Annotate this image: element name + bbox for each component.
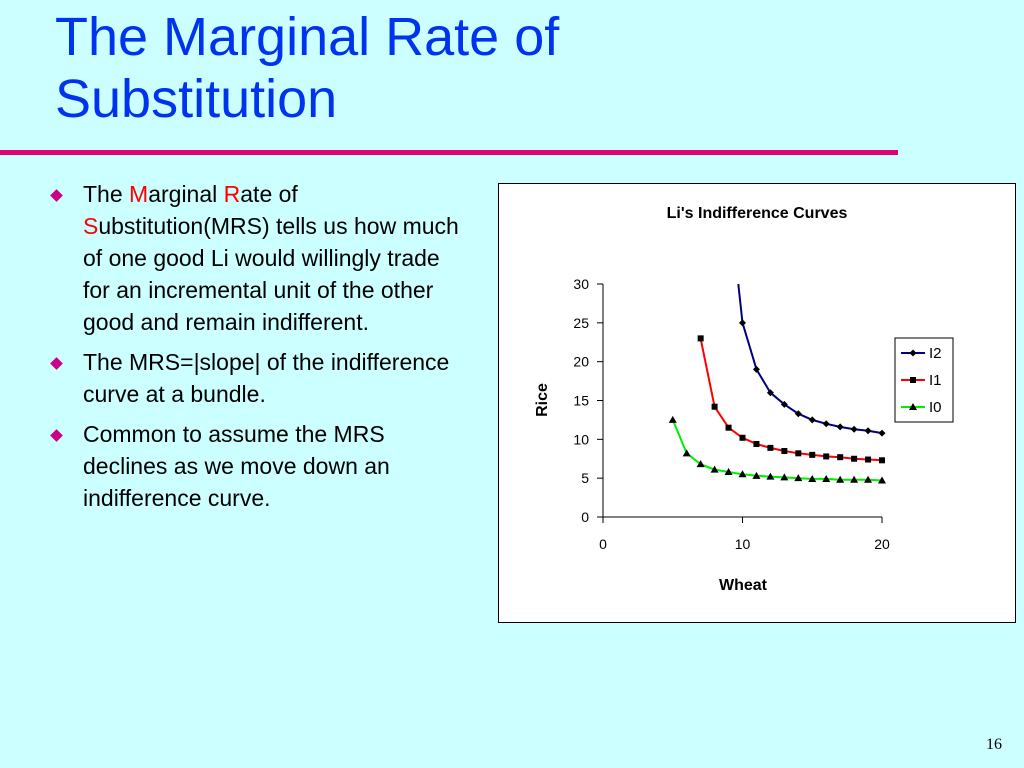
indifference-chart: Li's Indifference Curves 0 5 10 15 20 25 30 0 10 2…: [534, 205, 954, 594]
data-point-i2: [739, 319, 746, 327]
data-point-i2: [822, 420, 830, 428]
data-point-i1: [767, 444, 774, 451]
data-point-i2: [780, 400, 788, 408]
data-point-i1: [711, 403, 718, 410]
data-point-i0: [696, 460, 705, 468]
data-point-i1: [753, 440, 760, 447]
data-point-i2: [752, 365, 760, 373]
legend-marker: [909, 403, 917, 410]
bullet-item: The MRS=|slope| of the indifference curv…: [45, 346, 465, 410]
data-point-i1: [865, 456, 872, 463]
y-axis-label: Rice: [534, 383, 551, 417]
data-point-i2: [850, 425, 858, 433]
data-point-i1: [739, 434, 746, 441]
data-point-i1: [851, 455, 858, 462]
data-point-i1: [781, 447, 788, 454]
diamond-bullet-icon: [50, 189, 63, 202]
data-point-i0: [836, 475, 845, 483]
y-tick-label: 25: [573, 315, 589, 331]
data-point-i0: [738, 470, 747, 478]
title-underline: [0, 150, 898, 155]
data-point-i0: [822, 474, 831, 482]
data-point-i0: [878, 476, 886, 484]
legend-label: I1: [929, 372, 942, 389]
data-point-i1: [837, 454, 844, 461]
bullet-text: ubstitution(MRS) tells us how much of on…: [83, 213, 459, 335]
y-tick-label: 0: [581, 509, 589, 525]
bullet-text: The: [83, 181, 130, 207]
data-point-i2: [794, 410, 802, 418]
x-tick-label: 0: [599, 536, 607, 552]
x-tick-label: 20: [874, 536, 890, 552]
highlighted-letter: M: [129, 181, 149, 207]
bullet-text: arginal: [148, 181, 224, 207]
y-tick-label: 20: [573, 354, 589, 370]
highlighted-letter: R: [223, 181, 241, 207]
title-line-2: Substitution: [55, 69, 338, 129]
x-axis-label: Wheat: [719, 577, 768, 594]
data-point-i0: [766, 472, 775, 480]
data-point-i1: [879, 457, 885, 464]
data-point-i0: [668, 415, 677, 423]
legend-label: I0: [929, 399, 942, 416]
x-tick-label: 10: [735, 536, 751, 552]
page-number: 16: [986, 736, 1002, 753]
diamond-bullet-icon: [50, 357, 63, 370]
data-point-i1: [697, 335, 704, 342]
highlighted-letter: S: [83, 213, 99, 239]
bullet-item: The Marginal Rate of Substitution(MRS) t…: [45, 178, 465, 338]
bullet-text: Common to assume the MRS declines as we …: [83, 421, 390, 511]
data-point-i2: [836, 423, 844, 431]
chart-frame: Li's Indifference Curves 0 5 10 15 20 25 30 0 10 2…: [498, 183, 1016, 623]
data-point-i0: [808, 474, 817, 482]
data-point-i0: [794, 474, 803, 482]
data-point-i2: [878, 429, 886, 437]
legend-marker: [909, 349, 917, 357]
data-point-i1: [725, 424, 732, 431]
bullet-item: Common to assume the MRS declines as we …: [45, 418, 465, 514]
bullet-list: The Marginal Rate of Substitution(MRS) t…: [45, 178, 465, 522]
y-tick-label: 30: [573, 276, 589, 292]
data-point-i0: [850, 475, 859, 483]
series-line-i1: [699, 338, 883, 462]
data-point-i0: [864, 475, 873, 483]
bullet-text: ate of: [240, 181, 298, 207]
data-point-i0: [724, 467, 733, 475]
data-point-i0: [780, 473, 789, 481]
legend-label: I2: [929, 345, 942, 362]
title-line-1: The Marginal Rate of: [55, 7, 560, 67]
data-point-i0: [710, 465, 719, 473]
chart-title: Li's Indifference Curves: [667, 205, 848, 222]
data-point-i0: [682, 449, 691, 457]
data-point-i2: [808, 416, 816, 424]
series-line-i2: [737, 283, 883, 435]
data-point-i1: [795, 450, 802, 457]
bullet-text: The MRS=|slope| of the indifference curv…: [83, 349, 450, 407]
slide-title: The Marginal Rate of Substitution: [55, 6, 955, 130]
diamond-bullet-icon: [50, 429, 63, 442]
data-point-i0: [752, 471, 761, 479]
data-point-i1: [809, 451, 816, 458]
legend-marker: [910, 377, 916, 383]
data-point-i2: [864, 427, 872, 435]
y-tick-label: 5: [581, 470, 589, 486]
series-line-i0: [671, 419, 883, 482]
data-point-i1: [823, 453, 830, 460]
y-tick-label: 10: [573, 431, 589, 447]
data-point-i2: [766, 389, 774, 397]
y-tick-label: 15: [573, 393, 589, 409]
